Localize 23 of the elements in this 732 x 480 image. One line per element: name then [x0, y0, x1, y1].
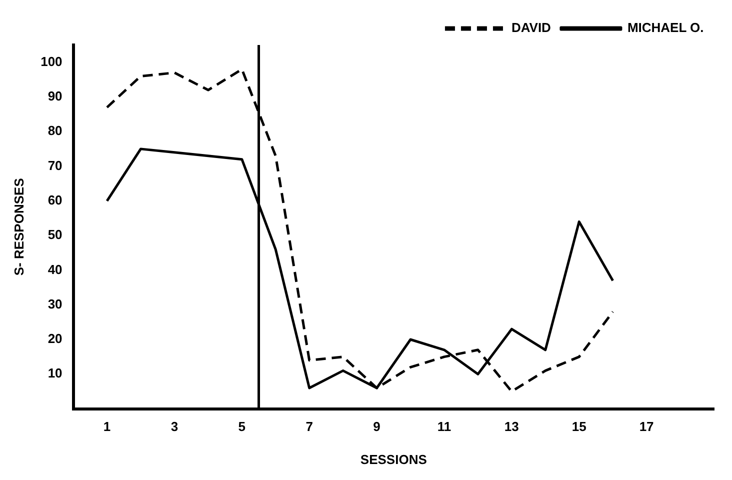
x-tick-label: 7 — [306, 419, 313, 434]
x-tick-label: 11 — [437, 419, 452, 434]
x-axis-title: SESSIONS — [360, 452, 428, 467]
y-tick-label: 90 — [48, 88, 62, 104]
y-tick-label: 80 — [48, 123, 62, 138]
y-tick-label: 60 — [48, 192, 62, 208]
x-tick-label: 9 — [373, 419, 380, 434]
x-tick-label: 3 — [170, 419, 178, 434]
y-tick-label: 70 — [48, 158, 62, 173]
x-tick-label: 15 — [572, 419, 586, 434]
legend-label: MICHAEL O. — [627, 20, 704, 36]
y-tick-label: 10 — [48, 366, 62, 381]
x-tick-label: 17 — [639, 419, 654, 434]
x-tick-label: 5 — [238, 419, 246, 434]
y-tick-label: 30 — [48, 296, 62, 312]
y-axis-title: S- RESPONSES — [11, 178, 26, 276]
x-tick-label: 1 — [103, 419, 111, 434]
y-tick-label: 40 — [48, 262, 62, 277]
y-tick-label: 100 — [40, 54, 62, 69]
x-tick-label: 13 — [504, 419, 519, 434]
y-tick-label: 50 — [48, 227, 62, 242]
y-tick-label: 20 — [48, 331, 62, 346]
legend-label: DAVID — [511, 20, 551, 36]
